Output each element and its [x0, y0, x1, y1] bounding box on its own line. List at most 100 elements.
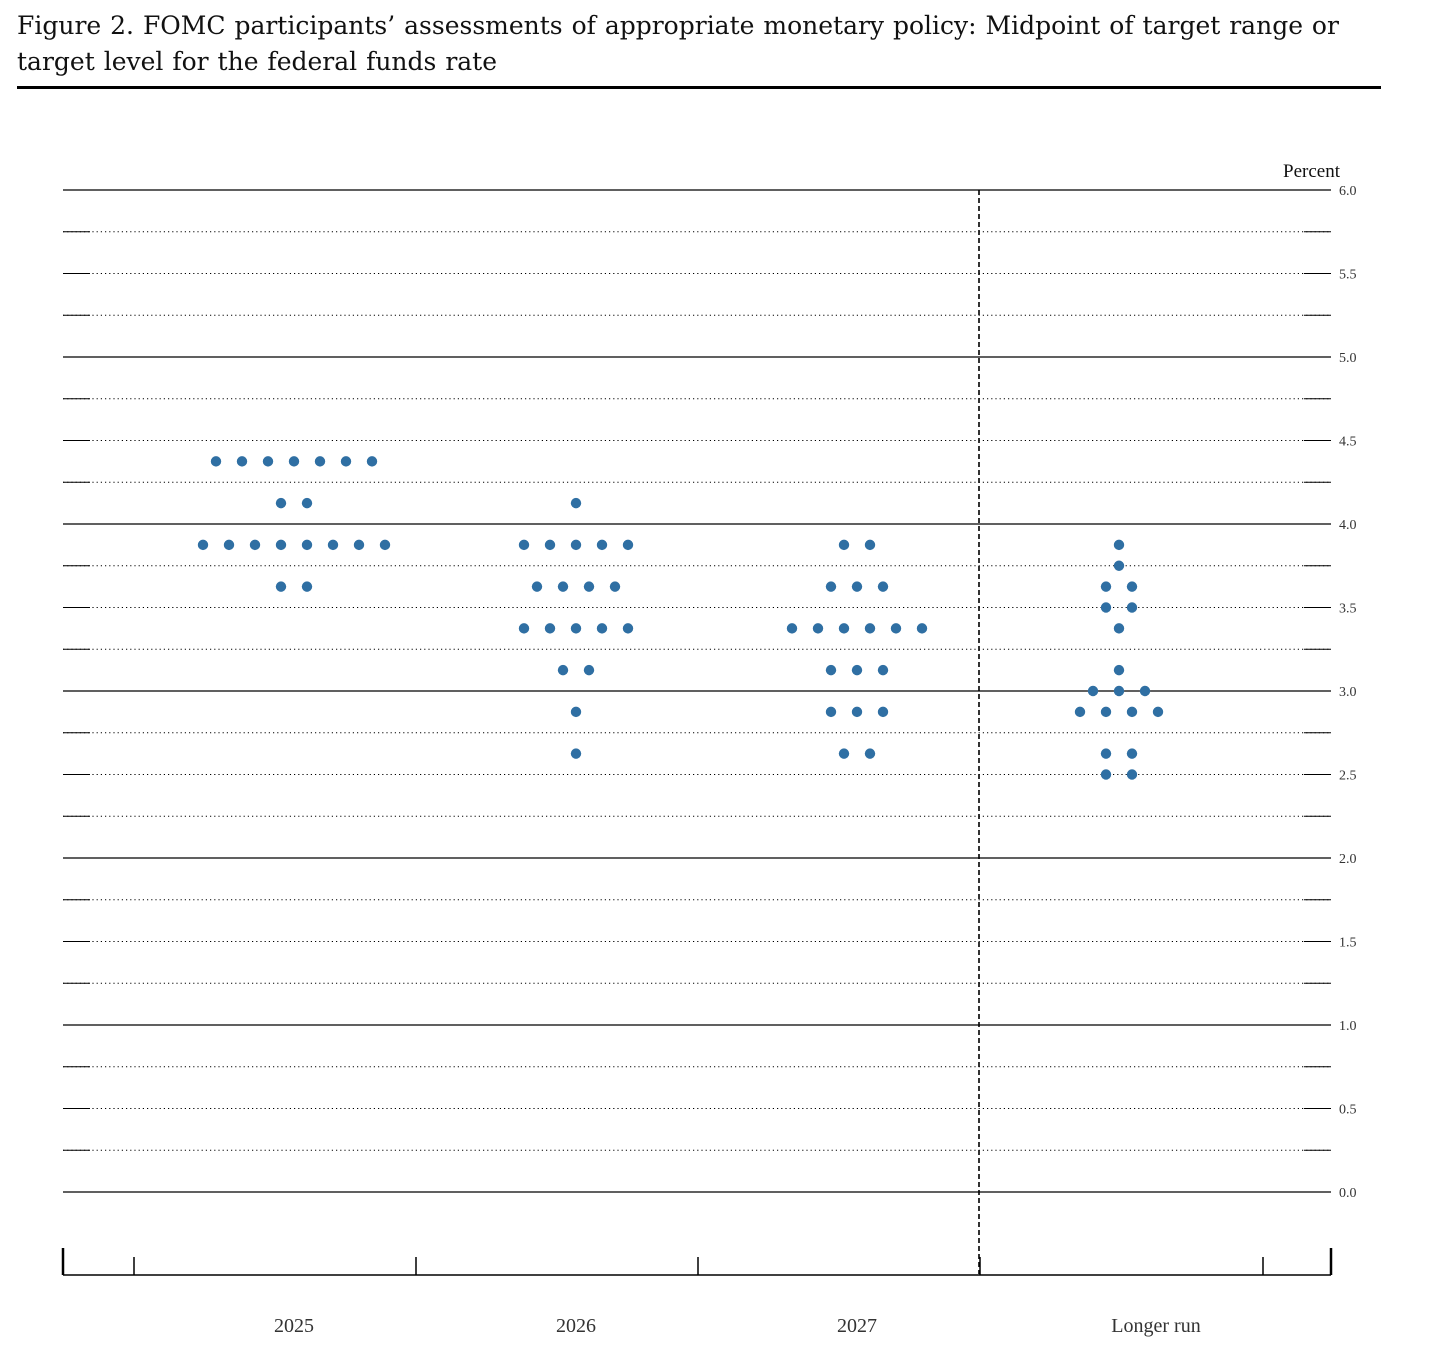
dot-point: [851, 581, 863, 592]
dot-point: [1113, 685, 1125, 697]
dot-point: [1126, 581, 1138, 592]
dot-point: [1087, 685, 1099, 697]
figure-title: Figure 2. FOMC participants’ assessments…: [17, 11, 1339, 76]
dot-point: [1100, 748, 1112, 759]
dot-point: [557, 664, 569, 676]
dot-point: [570, 497, 582, 509]
dot-point: [851, 664, 863, 676]
dot-point: [1100, 769, 1112, 780]
dot-point: [570, 623, 582, 634]
dot-point: [570, 539, 582, 551]
y-tick-label: 4.5: [1339, 435, 1357, 450]
dot-point: [825, 664, 837, 676]
dot-point: [786, 623, 798, 634]
dot-point: [609, 581, 621, 592]
y-tick-label: 2.5: [1339, 769, 1357, 784]
dot-point: [1074, 706, 1086, 718]
dot-point: [825, 581, 837, 592]
y-tick-label: 1.5: [1339, 936, 1357, 951]
dot-point: [366, 456, 378, 467]
dot-point: [197, 539, 209, 551]
x-category-label: 2026: [556, 1315, 596, 1337]
dot-point: [1126, 769, 1138, 780]
y-tick-label: 0.0: [1339, 1186, 1357, 1201]
dot-point: [275, 497, 287, 509]
dot-point: [596, 623, 608, 634]
y-tick-label: 6.0: [1339, 184, 1357, 199]
dot-point: [622, 623, 634, 634]
dot-layer: [197, 456, 1164, 780]
dot-point: [583, 664, 595, 676]
dot-point: [570, 706, 582, 718]
grid-layer: [63, 189, 1331, 1193]
y-tick-label: 1.0: [1339, 1019, 1357, 1034]
dot-point: [301, 497, 313, 509]
dot-point: [1100, 706, 1112, 718]
x-category-label: 2025: [274, 1315, 314, 1337]
dot-point: [1113, 623, 1125, 634]
dot-point: [1100, 581, 1112, 592]
dot-point: [275, 539, 287, 551]
dot-point: [314, 456, 326, 467]
dot-point: [1152, 706, 1164, 718]
dot-point: [1113, 539, 1125, 551]
y-unit-label: Percent: [1283, 161, 1341, 182]
dot-point: [249, 539, 261, 551]
dot-point: [1139, 685, 1151, 697]
dot-point: [838, 748, 850, 759]
dot-point: [1100, 602, 1112, 613]
y-tick-label: 0.5: [1339, 1103, 1357, 1118]
axis-layer: 0.0 0.5 1.0 1.5 2.0 2.5 3.0 3.5 4.0 4.5 5.0 5.5 6.0 2…: [61, 184, 1357, 1337]
y-tick-label: 3.5: [1339, 602, 1357, 617]
dot-point: [916, 623, 928, 634]
dot-point: [518, 623, 530, 634]
dot-point: [864, 623, 876, 634]
dot-point: [838, 623, 850, 634]
title-rule: [17, 86, 1381, 89]
dot-point: [1113, 560, 1125, 571]
dot-point: [210, 456, 222, 467]
dot-point: [301, 539, 313, 551]
dot-point: [838, 539, 850, 551]
dot-point: [890, 623, 902, 634]
x-category-label: Longer run: [1111, 1315, 1200, 1337]
dot-point: [877, 706, 889, 718]
y-tick-label: 5.5: [1339, 268, 1357, 283]
dot-point: [596, 539, 608, 551]
dot-point: [340, 456, 352, 467]
dot-point: [622, 539, 634, 551]
dot-point: [583, 581, 595, 592]
y-tick-label: 5.0: [1339, 351, 1357, 366]
dot-point: [557, 581, 569, 592]
dot-point: [288, 456, 300, 467]
y-tick-label: 4.0: [1339, 518, 1357, 533]
dot-point: [864, 539, 876, 551]
dot-point: [544, 623, 556, 634]
y-tick-label: 3.0: [1339, 685, 1357, 700]
dot-point: [825, 706, 837, 718]
dot-point: [301, 581, 313, 592]
dot-point: [275, 581, 287, 592]
dot-point: [223, 539, 235, 551]
dot-point: [327, 539, 339, 551]
dot-point: [379, 539, 391, 551]
dot-point: [262, 456, 274, 467]
dot-point: [544, 539, 556, 551]
dot-point: [812, 623, 824, 634]
dot-point: [1126, 602, 1138, 613]
dot-point: [1126, 706, 1138, 718]
y-tick-label: 2.0: [1339, 852, 1357, 867]
dot-point: [851, 706, 863, 718]
dot-point: [353, 539, 365, 551]
x-category-label: 2027: [837, 1315, 877, 1337]
dot-point: [1126, 748, 1138, 759]
dot-point: [877, 664, 889, 676]
dot-point: [864, 748, 876, 759]
dot-point: [531, 581, 543, 592]
dot-point: [877, 581, 889, 592]
dot-point: [570, 748, 582, 759]
dot-point: [518, 539, 530, 551]
dot-point: [236, 456, 248, 467]
dot-point: [1113, 664, 1125, 676]
